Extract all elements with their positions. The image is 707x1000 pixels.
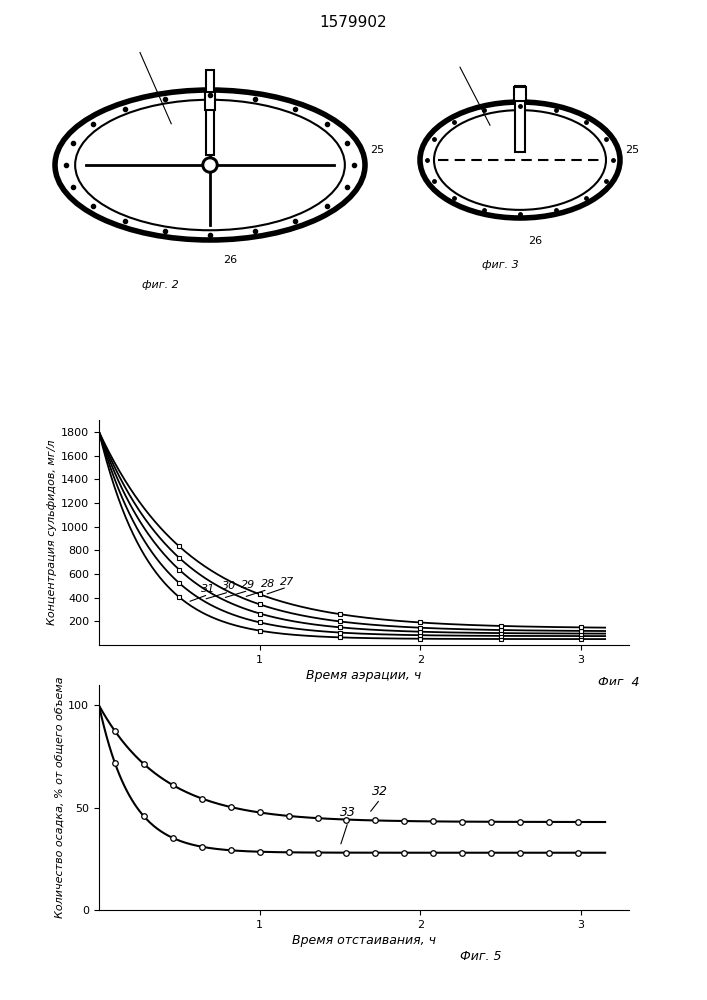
Text: 26: 26 <box>528 236 542 246</box>
Text: 30: 30 <box>222 581 236 591</box>
Text: 29: 29 <box>241 580 255 590</box>
Bar <box>514 87 526 101</box>
Text: 25: 25 <box>625 145 639 155</box>
Text: 33: 33 <box>340 806 356 819</box>
Text: 32: 32 <box>372 785 388 798</box>
Text: фиг. 2: фиг. 2 <box>141 280 178 290</box>
Text: 25: 25 <box>370 145 384 155</box>
Text: фиг. 3: фиг. 3 <box>481 260 518 270</box>
Text: Фиг. 5: Фиг. 5 <box>460 950 501 962</box>
Text: 1579902: 1579902 <box>319 15 387 30</box>
Circle shape <box>205 160 215 170</box>
Bar <box>205 92 215 110</box>
Y-axis label: Концентрация сульфидов, мг/л: Концентрация сульфидов, мг/л <box>47 440 57 625</box>
Text: 28: 28 <box>261 579 275 589</box>
Text: 26: 26 <box>223 255 237 265</box>
Circle shape <box>202 157 218 173</box>
Text: Фиг. 4: Фиг. 4 <box>598 676 640 688</box>
Text: 31: 31 <box>201 584 216 594</box>
Bar <box>206 70 214 155</box>
Bar <box>515 86 525 152</box>
Text: 27: 27 <box>280 577 294 587</box>
Y-axis label: Количество осадка, % от общего объема: Количество осадка, % от общего объема <box>54 677 64 918</box>
X-axis label: Время аэрации, ч: Время аэрации, ч <box>306 669 422 682</box>
X-axis label: Время отстаивания, ч: Время отстаивания, ч <box>292 934 436 947</box>
